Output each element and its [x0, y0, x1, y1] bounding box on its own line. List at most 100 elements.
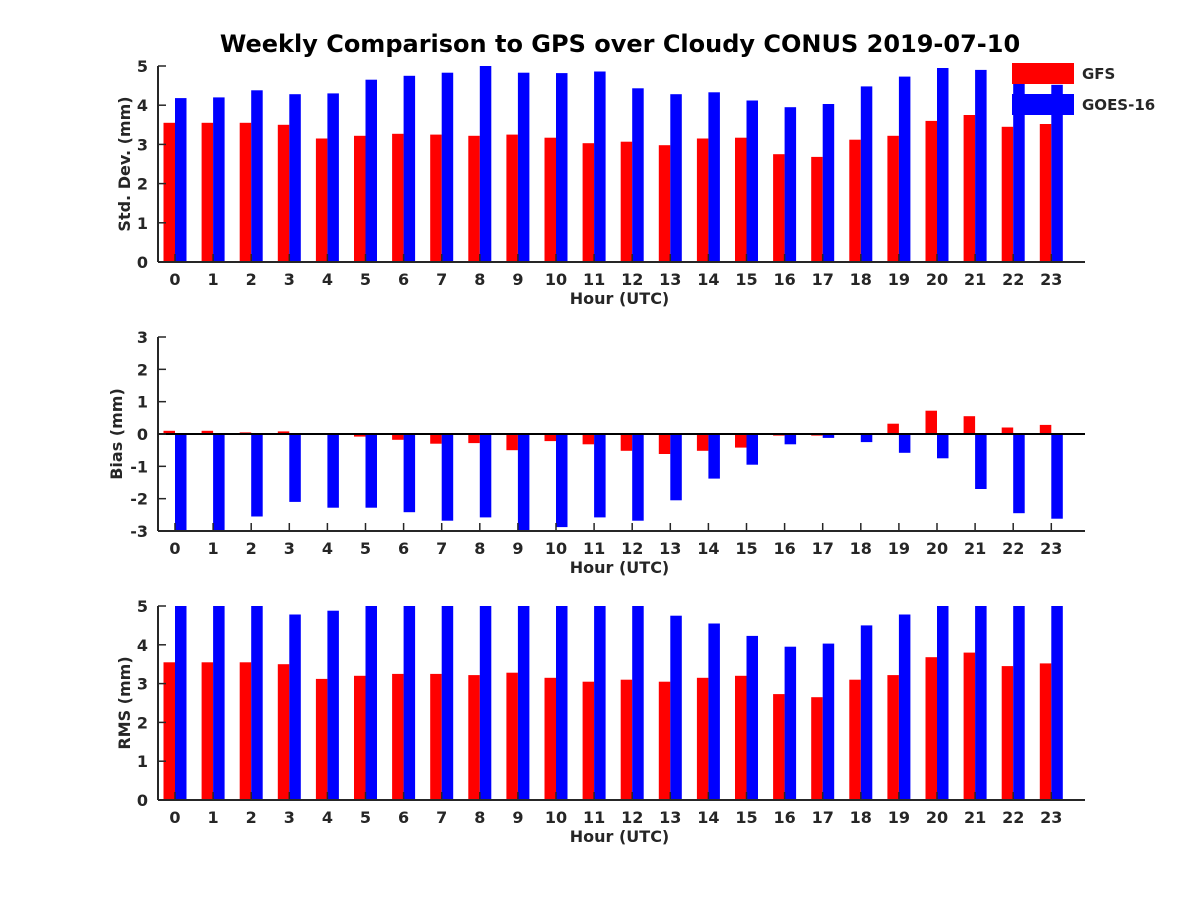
bar-goes16-p2-h2	[251, 434, 263, 517]
x-tick-label: 12	[621, 808, 643, 827]
bar-goes16-p1-h21	[975, 69, 987, 263]
bar-gfs-p2-h21	[963, 416, 976, 434]
bar-goes16-p3-h3	[289, 614, 301, 800]
bar-goes16-p1-h3	[289, 94, 301, 262]
bar-gfs-p1-h0	[163, 122, 175, 262]
y-tick-label: 2	[137, 175, 148, 194]
bar-gfs-p1-h4	[315, 138, 328, 262]
x-tick-label: 19	[888, 808, 910, 827]
bar-goes16-p1-h9	[517, 72, 530, 262]
y-tick-label: 2	[137, 713, 148, 732]
bar-goes16-p3-h9	[517, 606, 530, 800]
bar-gfs-p3-h0	[163, 662, 175, 800]
bar-gfs-p3-h8	[468, 675, 480, 800]
bar-goes16-p3-h0	[175, 606, 187, 800]
bar-gfs-p2-h9	[506, 434, 518, 451]
y-axis-label: Bias (mm)	[107, 388, 126, 480]
y-tick-label: -2	[130, 490, 148, 509]
bar-gfs-p2-h5	[354, 434, 366, 437]
x-tick-label: 14	[697, 270, 719, 289]
x-tick-label: 11	[583, 270, 605, 289]
bar-goes16-p1-h7	[441, 72, 454, 262]
bar-gfs-p2-h6	[392, 434, 404, 440]
bar-goes16-p1-h6	[403, 75, 416, 262]
y-tick-label: 0	[137, 425, 148, 444]
legend-swatch-goes16	[1012, 94, 1074, 115]
x-tick-label: 3	[284, 539, 295, 558]
bar-gfs-p2-h1	[201, 430, 214, 434]
bar-goes16-p1-h19	[898, 76, 911, 262]
bar-gfs-p1-h11	[582, 143, 595, 262]
x-tick-label: 21	[964, 808, 986, 827]
bar-gfs-p3-h11	[582, 681, 595, 800]
x-tick-label: 0	[169, 539, 180, 558]
bar-gfs-p2-h3	[277, 431, 290, 434]
x-tick-label: 1	[208, 539, 219, 558]
y-tick-label: -3	[130, 522, 148, 541]
bar-goes16-p1-h13	[670, 94, 682, 262]
x-tick-label: 4	[322, 270, 333, 289]
y-tick-label: 3	[137, 675, 148, 694]
x-axis-label: Hour (UTC)	[570, 558, 670, 577]
bar-goes16-p2-h0	[175, 434, 187, 531]
x-tick-label: 15	[735, 539, 757, 558]
x-tick-label: 5	[360, 539, 371, 558]
bar-gfs-p1-h20	[925, 120, 937, 263]
x-tick-label: 17	[812, 270, 834, 289]
bar-goes16-p2-h22	[1013, 434, 1025, 514]
x-tick-label: 13	[659, 808, 681, 827]
bar-gfs-p3-h18	[849, 679, 861, 800]
bar-gfs-p2-h23	[1039, 424, 1052, 434]
x-tick-label: 20	[926, 808, 948, 827]
x-tick-label: 22	[1002, 808, 1024, 827]
x-tick-label: 5	[360, 808, 371, 827]
bar-goes16-p1-h1	[213, 97, 225, 263]
x-tick-label: 16	[773, 808, 795, 827]
bar-gfs-p3-h2	[239, 662, 252, 800]
x-tick-label: 21	[964, 539, 986, 558]
legend-label-goes16: GOES-16	[1082, 96, 1155, 114]
bar-goes16-p2-h7	[441, 434, 454, 521]
bar-goes16-p1-h4	[327, 93, 339, 263]
bar-goes16-p2-h13	[670, 434, 682, 501]
bar-goes16-p3-h14	[708, 623, 720, 800]
bar-goes16-p1-h12	[632, 88, 644, 262]
x-tick-label: 19	[888, 270, 910, 289]
x-tick-label: 18	[850, 270, 872, 289]
bar-gfs-p3-h10	[544, 677, 556, 800]
bar-goes16-p2-h23	[1051, 434, 1063, 519]
bar-goes16-p1-h0	[175, 98, 187, 262]
bar-gfs-p2-h19	[887, 423, 899, 434]
bar-goes16-p1-h17	[822, 104, 835, 262]
bar-goes16-p3-h12	[632, 606, 644, 800]
bar-goes16-p2-h4	[327, 434, 339, 508]
bar-goes16-p1-h5	[365, 79, 377, 262]
bar-gfs-p3-h13	[658, 681, 671, 800]
bar-gfs-p1-h5	[354, 135, 366, 262]
bar-gfs-p1-h21	[963, 115, 976, 262]
bar-gfs-p3-h19	[887, 675, 899, 800]
bar-gfs-p3-h9	[506, 672, 518, 800]
legend-swatch-gfs	[1012, 63, 1074, 84]
bar-gfs-p2-h13	[658, 434, 671, 454]
x-tick-label: 0	[169, 270, 180, 289]
x-tick-label: 6	[398, 270, 409, 289]
x-tick-label: 18	[850, 808, 872, 827]
y-tick-label: 0	[137, 253, 148, 272]
x-tick-label: 1	[208, 808, 219, 827]
bar-goes16-p2-h16	[784, 434, 797, 445]
y-tick-label: 5	[137, 57, 148, 76]
bar-goes16-p2-h18	[860, 434, 873, 443]
bar-gfs-p1-h2	[239, 122, 252, 262]
x-tick-label: 15	[735, 808, 757, 827]
bar-gfs-p1-h10	[544, 137, 556, 262]
bar-gfs-p2-h7	[430, 434, 442, 444]
x-tick-label: 10	[545, 808, 567, 827]
x-tick-label: 15	[735, 270, 757, 289]
bar-goes16-p2-h21	[975, 434, 987, 489]
bar-gfs-p1-h18	[849, 139, 861, 262]
bar-goes16-p1-h2	[251, 90, 263, 262]
bar-goes16-p3-h17	[822, 643, 835, 800]
bar-goes16-p2-h1	[213, 434, 225, 531]
